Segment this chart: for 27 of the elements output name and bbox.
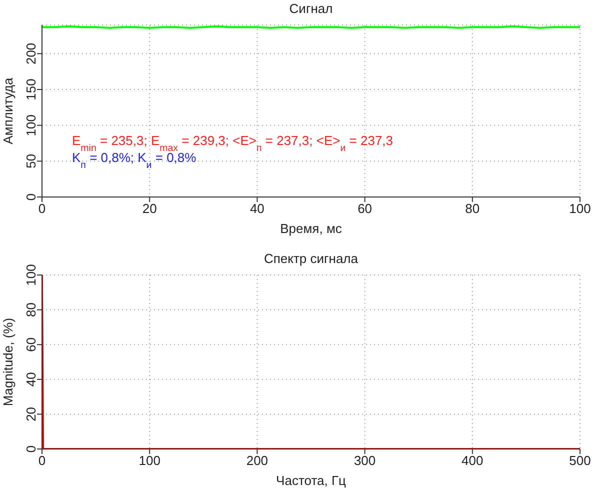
y-tick-label: 100 xyxy=(24,264,39,286)
chart-title: Сигнал xyxy=(289,1,333,16)
y-tick-label: 200 xyxy=(24,42,39,65)
y-tick-label: 150 xyxy=(24,78,39,100)
y-axis-title: Амплитуда xyxy=(0,76,16,144)
y-tick-label: 80 xyxy=(24,302,39,318)
x-tick-label: 300 xyxy=(354,453,376,468)
x-tick-label: 80 xyxy=(465,201,480,216)
x-tick-label: 60 xyxy=(358,201,372,216)
y-tick-label: 50 xyxy=(24,154,39,168)
y-tick-label: 40 xyxy=(24,372,39,387)
x-tick-label: 500 xyxy=(569,453,591,468)
x-axis-title: Время, мс xyxy=(280,221,342,236)
y-tick-label: 60 xyxy=(24,337,39,352)
y-tick-label: 0 xyxy=(24,445,39,453)
chart-title: Спектр сигнала xyxy=(264,251,359,266)
x-tick-label: 400 xyxy=(462,453,484,468)
y-tick-label: 100 xyxy=(24,114,39,136)
x-tick-label: 20 xyxy=(142,201,157,216)
x-tick-label: 100 xyxy=(569,201,591,216)
y-tick-label: 0 xyxy=(24,193,39,201)
x-axis-title: Частота, Гц xyxy=(276,473,346,488)
x-tick-label: 40 xyxy=(250,201,264,216)
x-tick-label: 100 xyxy=(138,453,160,468)
x-tick-label: 200 xyxy=(246,453,268,468)
y-axis-title: Magnitude, (%) xyxy=(0,318,16,406)
y-tick-label: 20 xyxy=(24,406,39,422)
